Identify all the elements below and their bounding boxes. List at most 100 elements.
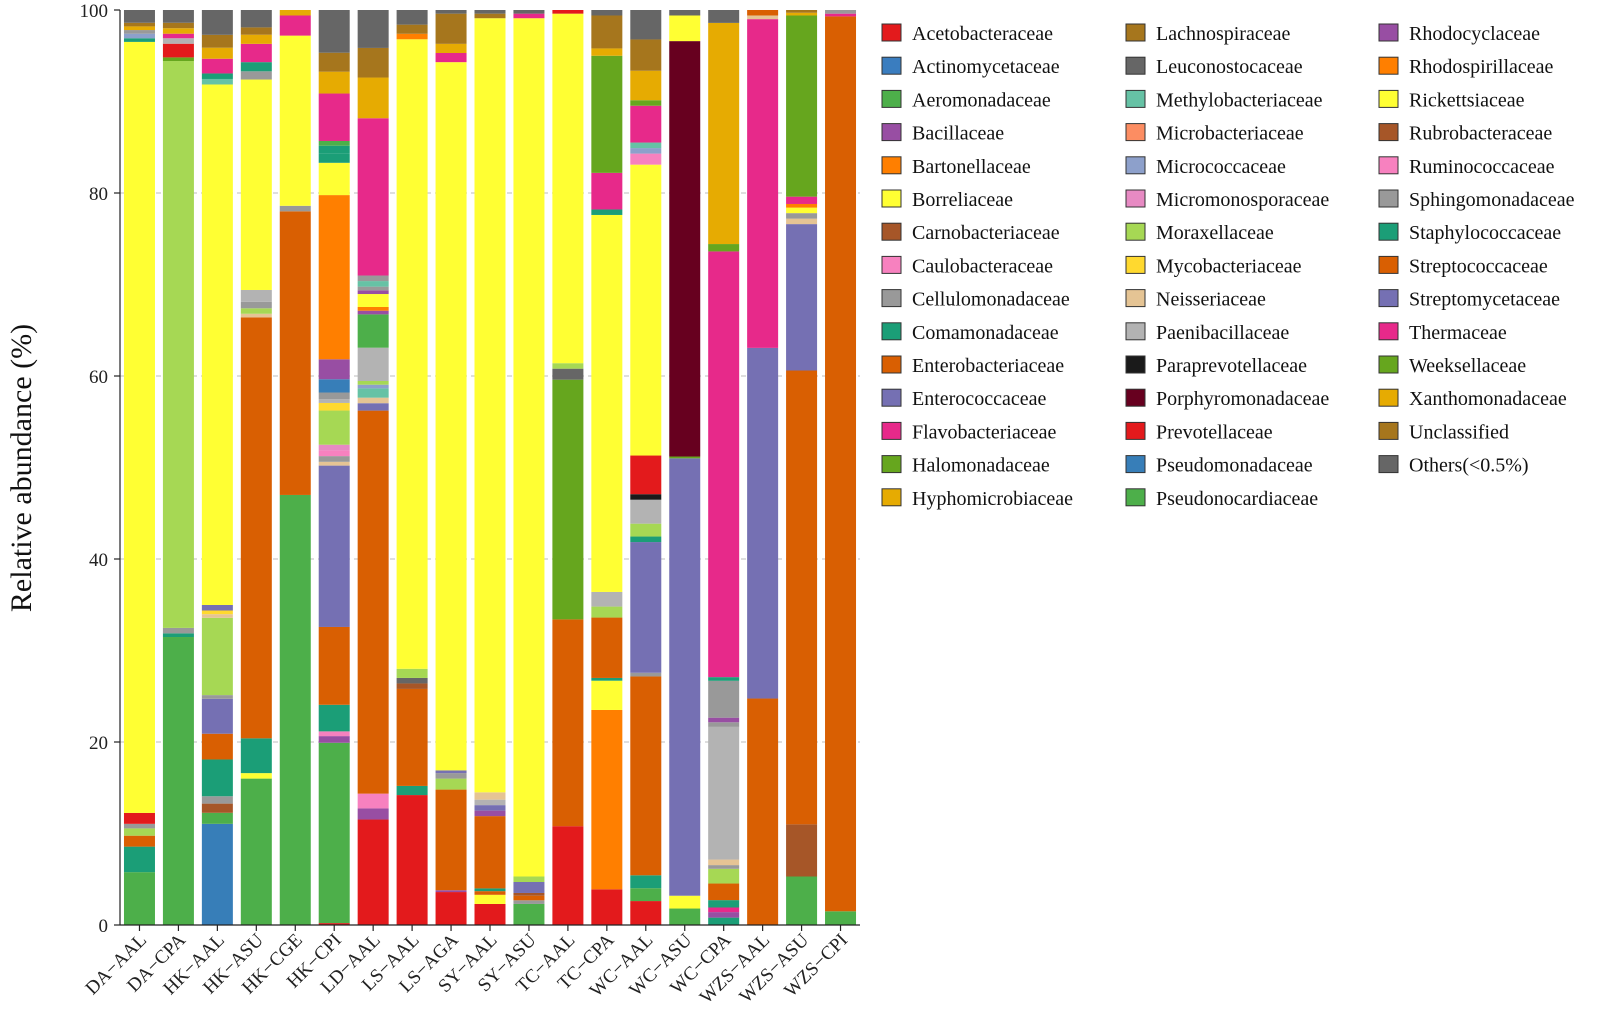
segment-enterobacteriaceae bbox=[357, 410, 389, 794]
legend-label: Lachnospiraceae bbox=[1156, 23, 1290, 45]
legend-label: Prevotellaceae bbox=[1156, 421, 1273, 443]
bar-wzs-asu bbox=[786, 10, 818, 925]
legend-item-rickettsiaceae: Rickettsiaceae bbox=[1378, 89, 1525, 111]
segment-pseudomonadaceae bbox=[318, 379, 350, 393]
bar-sy-aal bbox=[474, 10, 506, 925]
segment-cellulomonadaceae bbox=[123, 823, 155, 829]
y-axis-label: Relative abundance (%) bbox=[5, 324, 38, 612]
segment-leuconostocaceae bbox=[552, 368, 584, 380]
y-tick-label-80: 80 bbox=[89, 184, 108, 205]
segment-prevotellaceae bbox=[435, 892, 467, 925]
segment-borreliaceae bbox=[669, 15, 701, 42]
segment-neisseriaceae bbox=[708, 859, 740, 866]
segment-rhodospirillaceae bbox=[591, 709, 623, 890]
segment-moraxellaceae bbox=[591, 606, 623, 618]
segment-others-0-5 bbox=[201, 10, 233, 35]
segment-aeromonadaceae bbox=[279, 494, 311, 925]
legend-label: Pseudomonadaceae bbox=[1156, 455, 1313, 477]
legend-swatch bbox=[1125, 255, 1146, 274]
segment-cellulomonadaceae bbox=[240, 71, 272, 80]
bar-ls-aal bbox=[396, 10, 428, 925]
segment-flavobacteriaceae bbox=[708, 907, 740, 913]
segment-aeromonadaceae bbox=[669, 908, 701, 925]
segment-neisseriaceae bbox=[240, 313, 272, 318]
segment-staphylococcaceae bbox=[396, 785, 428, 796]
segment-halomonadaceae bbox=[630, 100, 662, 106]
segment-enterobacteriaceae bbox=[513, 895, 545, 901]
legend-label: Enterobacteriaceae bbox=[912, 355, 1064, 377]
legend-swatch bbox=[881, 355, 902, 374]
segment-lachnospiraceae bbox=[630, 39, 662, 71]
segment-prevotellaceae bbox=[396, 795, 428, 925]
segment-borreliaceae bbox=[318, 162, 350, 196]
segment-streptococcaceae bbox=[786, 370, 818, 825]
legend-swatch bbox=[1125, 23, 1146, 42]
segment-enterobacteriaceae bbox=[708, 883, 740, 901]
segment-pseudomonadaceae bbox=[201, 823, 233, 925]
segment-cellulomonadaceae bbox=[357, 286, 389, 291]
legend-swatch bbox=[1378, 189, 1399, 208]
bar-hk-cge bbox=[279, 10, 311, 925]
segment-hyphomicrobiaceae bbox=[201, 47, 233, 59]
segment-micrococcaceae bbox=[630, 148, 662, 154]
legend-item-carnobacteriaceae: Carnobacteriaceae bbox=[881, 222, 1060, 244]
segment-hyphomicrobiaceae bbox=[123, 26, 155, 31]
legend-swatch bbox=[1125, 156, 1146, 175]
segment-hyphomicrobiaceae bbox=[279, 10, 311, 16]
legend-item-rhodocyclaceae: Rhodocyclaceae bbox=[1378, 23, 1540, 45]
legend-swatch bbox=[881, 56, 902, 75]
segment-staphylococcaceae bbox=[708, 900, 740, 908]
segment-enterobacteriaceae bbox=[552, 619, 584, 827]
segment-bacillaceae bbox=[318, 359, 350, 380]
segment-streptomycetaceae bbox=[474, 805, 506, 811]
segment-hyphomicrobiaceae bbox=[162, 28, 194, 34]
segment-comamonadaceae bbox=[318, 704, 350, 732]
legend-label: Mycobacteriaceae bbox=[1156, 255, 1302, 277]
legend-item-ruminococcaceae: Ruminococcaceae bbox=[1378, 156, 1555, 178]
segment-lachnospiraceae bbox=[474, 13, 506, 19]
segment-cellulomonadaceae bbox=[279, 205, 311, 212]
legend-swatch bbox=[1125, 89, 1146, 108]
segment-methylobacteriaceae bbox=[630, 142, 662, 149]
segment-sphingomonadaceae bbox=[123, 30, 155, 34]
segment-prevotellaceae bbox=[552, 826, 584, 925]
legend-label: Acetobacteraceae bbox=[912, 23, 1053, 45]
legend-item-staphylococcaceae: Staphylococcaceae bbox=[1378, 222, 1561, 244]
segment-micrococcaceae bbox=[123, 33, 155, 39]
legend-swatch bbox=[881, 255, 902, 274]
segment-hyphomicrobiaceae bbox=[591, 48, 623, 56]
segment-methylobacteriaceae bbox=[357, 388, 389, 398]
legend-swatch bbox=[881, 488, 902, 507]
legend-label: Paraprevotellaceae bbox=[1156, 355, 1307, 377]
segment-enterococcaceae bbox=[201, 698, 233, 734]
segment-streptococcaceae bbox=[825, 16, 857, 912]
y-tick-label-20: 20 bbox=[89, 733, 108, 754]
segment-paraprevotellaceae bbox=[630, 494, 662, 500]
legend-item-enterobacteriaceae: Enterobacteriaceae bbox=[881, 355, 1064, 377]
legend-item-streptococcaceae: Streptococcaceae bbox=[1378, 255, 1548, 277]
legend-label: Thermaceae bbox=[1409, 322, 1507, 344]
segment-neisseriaceae bbox=[357, 397, 389, 404]
legend-swatch bbox=[1378, 56, 1399, 75]
legend-item-comamonadaceae: Comamonadaceae bbox=[881, 322, 1059, 344]
segment-sphingomonadaceae bbox=[786, 213, 818, 219]
legend-swatch bbox=[1378, 322, 1399, 341]
segment-acetobacteraceae bbox=[318, 923, 350, 925]
legend-label: Microbacteriaceae bbox=[1156, 123, 1304, 145]
legend-item-bartonellaceae: Bartonellaceae bbox=[881, 156, 1031, 178]
legend-label: Streptomycetaceae bbox=[1409, 289, 1560, 311]
bar-hk-aal bbox=[201, 10, 233, 925]
segment-halomonadaceae bbox=[552, 379, 584, 620]
segment-sphingomonadaceae bbox=[240, 301, 272, 309]
segment-enterococcaceae bbox=[669, 458, 701, 896]
segment-streptomycetaceae bbox=[786, 224, 818, 371]
segment-prevotellaceae bbox=[630, 455, 662, 495]
segment-staphylococcaceae bbox=[591, 677, 623, 681]
legend-item-microbacteriaceae: Microbacteriaceae bbox=[1125, 123, 1304, 145]
segment-lachnospiraceae bbox=[240, 27, 272, 35]
legend-swatch bbox=[1378, 156, 1399, 175]
bar-da-aal bbox=[123, 10, 155, 925]
legend-swatch bbox=[1125, 56, 1146, 75]
segment-paenibacillaceae bbox=[357, 347, 389, 381]
segment-aeromonadaceae bbox=[318, 140, 350, 146]
